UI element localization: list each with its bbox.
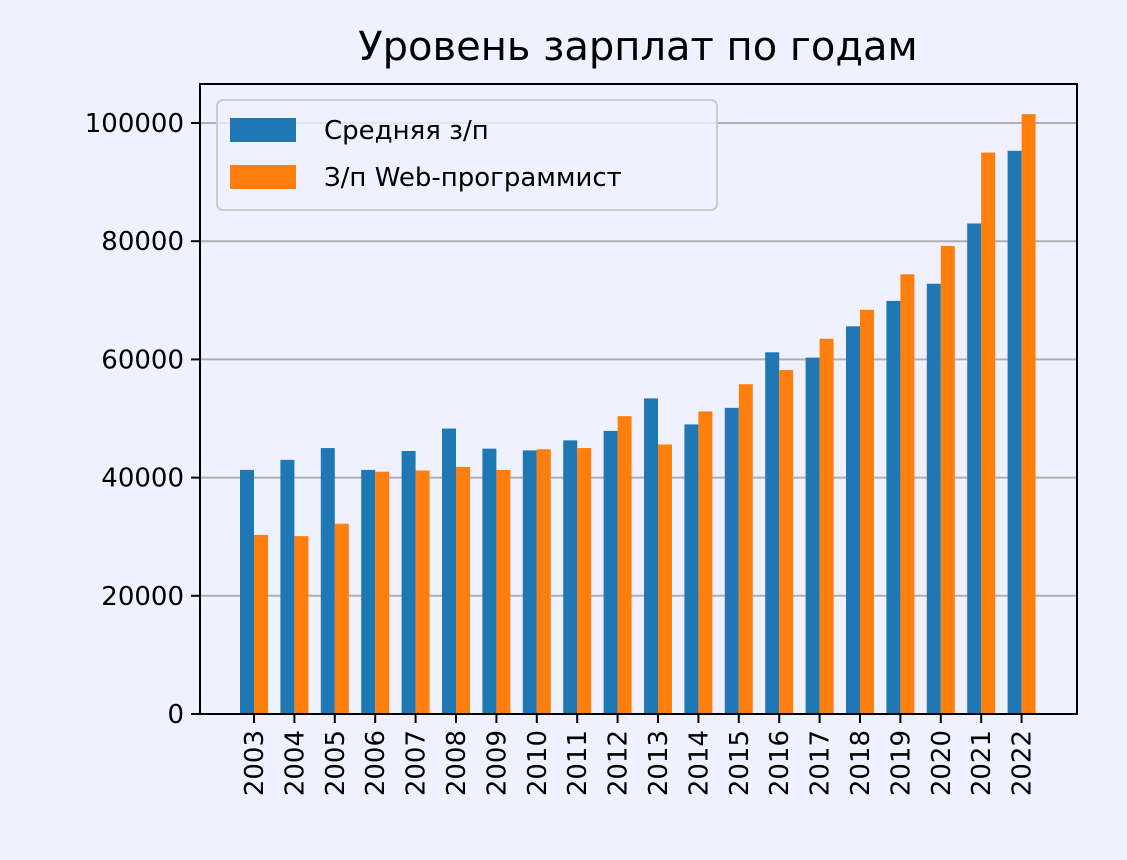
- bar-web-2011: [577, 448, 592, 714]
- bar-web-2021: [981, 152, 996, 715]
- bar-web-2019: [900, 274, 915, 714]
- bar-web-2012: [617, 416, 632, 714]
- bar-avg-2014: [684, 424, 699, 714]
- bar-avg-2019: [886, 300, 901, 714]
- x-tick-label: 2021: [967, 730, 997, 796]
- bar-avg-2016: [765, 352, 780, 714]
- x-tick-label: 2015: [725, 730, 755, 796]
- legend-label-web: З/п Web-программист: [324, 163, 622, 193]
- x-tick-label: 2019: [886, 730, 916, 796]
- chart-title: Уровень зарплат по годам: [358, 24, 917, 70]
- y-tick-label: 40000: [101, 464, 184, 494]
- bars: [240, 114, 1036, 715]
- bar-web-2004: [294, 536, 309, 714]
- legend-box: [216, 99, 718, 211]
- x-tick-label: 2018: [846, 730, 876, 796]
- x-tick-label: 2005: [321, 730, 351, 796]
- bar-web-2009: [496, 469, 511, 714]
- bar-avg-2017: [805, 357, 820, 714]
- bar-avg-2018: [846, 326, 860, 714]
- bar-avg-2022: [1007, 150, 1022, 715]
- y-tick-label: 60000: [101, 345, 184, 375]
- x-tick-label: 2009: [482, 730, 512, 796]
- bar-avg-2013: [644, 398, 658, 714]
- x-tick-label: 2020: [927, 730, 957, 796]
- x-tick-label: 2016: [765, 730, 795, 796]
- x-tick-label: 2022: [1008, 730, 1038, 796]
- legend: Средняя з/п З/п Web-программист: [216, 99, 718, 211]
- bar-web-2003: [254, 534, 268, 714]
- x-tick-label: 2014: [684, 730, 714, 796]
- bar-web-2007: [415, 470, 430, 714]
- bar-avg-2003: [240, 469, 254, 714]
- bar-web-2015: [738, 384, 753, 714]
- x-tick-label: 2004: [280, 730, 310, 796]
- bar-avg-2012: [603, 430, 618, 714]
- bar-avg-2008: [442, 428, 456, 714]
- bar-avg-2015: [724, 407, 739, 714]
- x-tick-label: 2006: [361, 730, 391, 796]
- bar-avg-2009: [482, 448, 497, 714]
- bar-avg-2007: [401, 451, 416, 714]
- x-tick-label: 2013: [644, 730, 674, 796]
- legend-swatch-avg: [230, 118, 296, 142]
- bar-avg-2010: [522, 450, 537, 714]
- x-tick-label: 2017: [806, 730, 836, 796]
- bar-web-2010: [536, 449, 551, 714]
- bar-web-2020: [940, 245, 955, 715]
- legend-label-avg: Средняя з/п: [324, 116, 489, 146]
- bar-web-2013: [658, 444, 672, 714]
- bar-avg-2004: [280, 459, 295, 714]
- x-tick-label: 2003: [240, 730, 270, 796]
- bar-web-2018: [860, 309, 874, 714]
- y-tick-label: 0: [167, 700, 184, 730]
- y-tick-label: 80000: [101, 227, 184, 257]
- bar-web-2016: [779, 370, 794, 714]
- x-tick-label: 2011: [563, 730, 593, 796]
- x-tick-label: 2008: [442, 730, 472, 796]
- bar-avg-2006: [361, 469, 376, 714]
- bar-web-2022: [1021, 114, 1036, 714]
- bar-avg-2020: [926, 283, 941, 714]
- x-tick-label: 2007: [402, 730, 432, 796]
- bar-web-2017: [819, 338, 834, 714]
- bar-avg-2021: [967, 223, 982, 714]
- x-tick-label: 2010: [523, 730, 553, 796]
- bar-web-2006: [375, 471, 390, 714]
- bar-avg-2005: [320, 448, 335, 714]
- plot-frame: [199, 83, 1078, 715]
- bar-web-2008: [456, 466, 470, 714]
- x-tick-label: 2012: [604, 730, 634, 796]
- y-tick-label: 100000: [85, 109, 184, 139]
- legend-swatch-web: [230, 165, 296, 189]
- bar-web-2005: [334, 523, 349, 714]
- x-axis: 2003 2004 2005 2006 2007 2008 2009 2010 2011 2012…: [240, 714, 1038, 796]
- y-axis: 0 20000 40000 60000 80000 100000: [85, 109, 200, 730]
- bar-web-2014: [698, 411, 713, 714]
- y-tick-label: 20000: [101, 582, 184, 612]
- bar-avg-2011: [563, 440, 578, 714]
